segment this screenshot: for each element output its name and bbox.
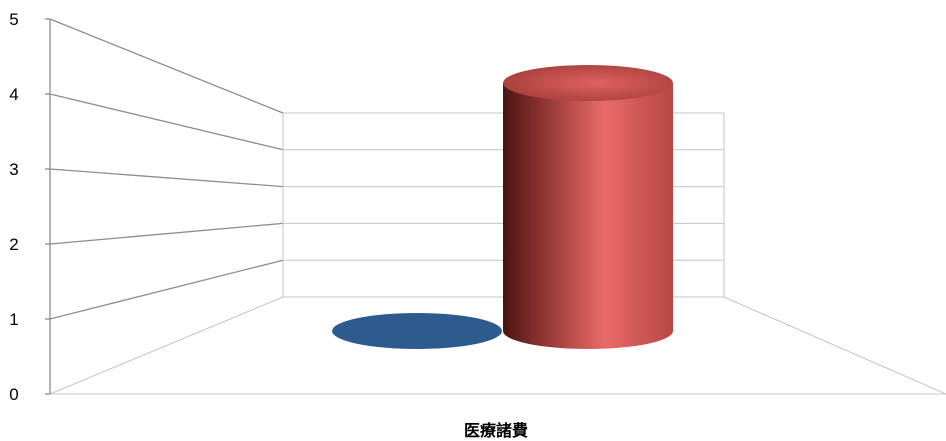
y-tick-label: 1 <box>9 310 18 329</box>
gridline-left-wall <box>49 222 284 245</box>
y-tick-label: 4 <box>9 85 18 104</box>
y-tick-label: 0 <box>9 385 18 404</box>
bar-1 <box>503 65 673 349</box>
series-marks <box>332 65 673 349</box>
gridline-left-wall <box>49 259 284 320</box>
bar-0-flat <box>332 313 502 349</box>
y-axis: 0 1 2 3 4 5 <box>9 10 51 404</box>
y-tick-label: 3 <box>9 160 18 179</box>
gridline-left-wall <box>49 18 284 114</box>
y-tick-label: 5 <box>9 10 18 29</box>
category-label: 医療諸費 <box>464 421 528 440</box>
gridline-left-wall <box>49 93 284 151</box>
bar-1-body <box>503 83 673 349</box>
bar-0 <box>332 313 502 349</box>
chart-floor <box>49 296 946 395</box>
gridline-left-wall <box>49 168 284 188</box>
y-tick-label: 2 <box>9 235 18 254</box>
floor <box>49 296 946 395</box>
bar-1-top <box>503 65 673 101</box>
